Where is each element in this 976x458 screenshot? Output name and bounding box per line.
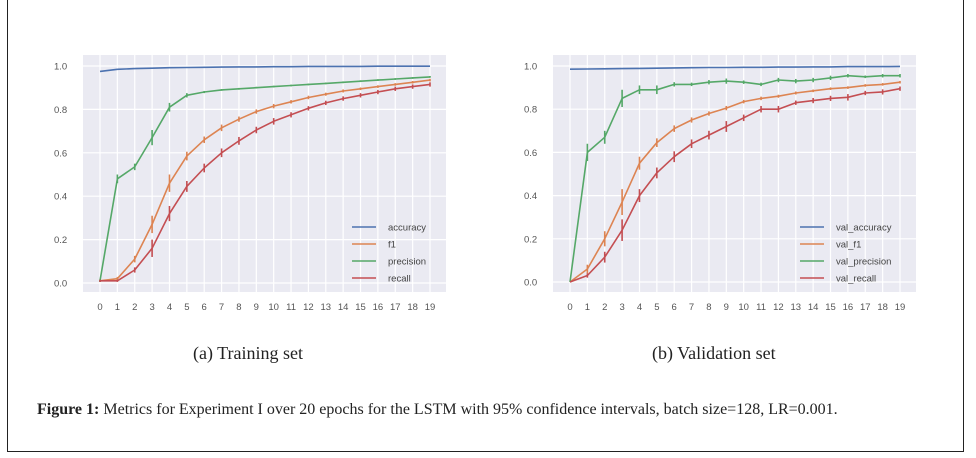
x-tick-label: 1 [115, 302, 120, 313]
legend-label: val_precision [836, 257, 891, 268]
x-tick-label: 11 [286, 302, 296, 313]
x-tick-label: 1 [585, 302, 590, 313]
plot-area [553, 55, 916, 292]
x-tick-label: 4 [637, 302, 642, 313]
x-tick-label: 4 [167, 302, 172, 313]
y-tick-label: 0.4 [524, 191, 537, 202]
x-tick-label: 10 [268, 302, 279, 313]
x-tick-label: 18 [877, 302, 888, 313]
y-tick-label: 0.8 [54, 105, 67, 116]
legend-label: val_accuracy [836, 223, 892, 234]
series-line-f1 [99, 79, 431, 282]
y-tick-label: 1.0 [54, 62, 67, 73]
training-chart: 0.00.20.40.60.81.00 1 2 3 4 5 6 7 8 9 10 11 12 13 14 15… [54, 55, 446, 313]
series-line-val-recall [569, 87, 901, 283]
x-tick-label: 12 [303, 302, 314, 313]
x-tick-label: 13 [321, 302, 332, 313]
x-tick-label: 14 [338, 302, 349, 313]
subcaption-validation: (b) Validation set [652, 343, 776, 363]
y-tick-label: 0.6 [54, 148, 67, 159]
x-tick-label: 19 [425, 302, 436, 313]
legend-label: f1 [388, 240, 396, 251]
y-tick-label: 0.0 [524, 278, 537, 289]
x-tick-label: 0 [567, 302, 572, 313]
x-tick-label: 6 [202, 302, 207, 313]
x-tick-label: 15 [355, 302, 366, 313]
figure-caption: Figure 1: Metrics for Experiment I over … [37, 399, 937, 420]
series-line-val-accuracy [569, 65, 901, 70]
x-tick-label: 17 [390, 302, 401, 313]
x-tick-label: 5 [654, 302, 659, 313]
series-line-recall [100, 83, 431, 282]
subcaption-training: (a) Training set [193, 343, 303, 363]
plot-area [83, 55, 446, 292]
series-line-val-precision [569, 74, 900, 283]
x-tick-label: 0 [97, 302, 102, 313]
x-tick-label: 13 [791, 302, 802, 313]
x-tick-label: 14 [808, 302, 819, 313]
figure-label: Figure 1: [37, 401, 100, 418]
y-tick-label: 0.2 [54, 235, 67, 246]
x-tick-label: 16 [843, 302, 854, 313]
x-tick-label: 8 [706, 302, 711, 313]
x-tick-label: 10 [738, 302, 749, 313]
x-tick-label: 9 [254, 302, 259, 313]
legend-label: precision [388, 257, 426, 268]
y-tick-label: 1.0 [524, 62, 537, 73]
x-tick-label: 3 [619, 302, 624, 313]
x-tick-label: 7 [689, 302, 694, 313]
y-tick-label: 0.4 [54, 192, 67, 203]
x-tick-label: 5 [184, 302, 189, 313]
x-tick-label: 9 [724, 302, 729, 313]
series-line-accuracy [99, 65, 430, 73]
x-tick-label: 2 [132, 302, 137, 313]
x-tick-label: 18 [407, 302, 418, 313]
x-tick-label: 2 [602, 302, 607, 313]
y-tick-label: 0.2 [524, 234, 537, 245]
legend-label: val_recall [836, 274, 876, 285]
x-tick-label: 8 [236, 302, 241, 313]
series-line-precision [99, 76, 431, 281]
x-tick-label: 15 [825, 302, 836, 313]
x-tick-label: 19 [895, 302, 906, 313]
series-line-val-f1 [569, 81, 901, 283]
legend-label: accuracy [388, 223, 426, 234]
x-tick-label: 16 [373, 302, 384, 313]
x-tick-label: 3 [149, 302, 154, 313]
x-tick-label: 11 [756, 302, 766, 313]
y-tick-label: 0.8 [524, 105, 537, 116]
legend-label: val_f1 [836, 240, 861, 251]
x-tick-label: 17 [860, 302, 871, 313]
y-tick-label: 0.0 [54, 279, 67, 290]
y-tick-label: 0.6 [524, 148, 537, 159]
validation-chart: 0.00.20.40.60.81.00 1 2 3 4 5 6 7 8 9 10 11 12 13 14 15… [524, 55, 916, 313]
x-tick-label: 12 [773, 302, 784, 313]
figure-caption-text: Metrics for Experiment I over 20 epochs … [99, 401, 838, 418]
x-tick-label: 7 [219, 302, 224, 313]
x-tick-label: 6 [672, 302, 677, 313]
legend-label: recall [388, 274, 411, 285]
